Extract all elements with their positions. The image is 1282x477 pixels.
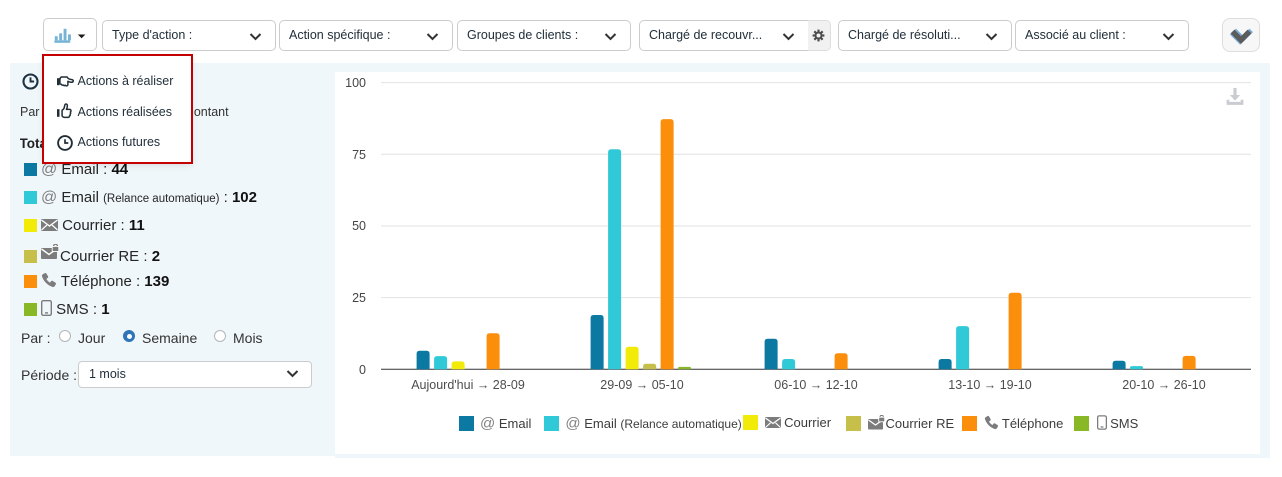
svg-text:29-09 → 05-10: 29-09 → 05-10 (600, 378, 683, 392)
svg-text:25: 25 (352, 291, 366, 305)
svg-text:13-10 → 19-10: 13-10 → 19-10 (948, 378, 1031, 392)
svg-text:50: 50 (352, 219, 366, 233)
svg-text:75: 75 (352, 148, 366, 162)
svg-text:06-10 → 12-10: 06-10 → 12-10 (774, 378, 857, 392)
svg-text:0: 0 (359, 363, 366, 377)
svg-text:100: 100 (345, 76, 366, 90)
svg-text:Aujourd'hui → 28-09: Aujourd'hui → 28-09 (411, 378, 525, 392)
svg-text:20-10 → 26-10: 20-10 → 26-10 (1122, 378, 1205, 392)
